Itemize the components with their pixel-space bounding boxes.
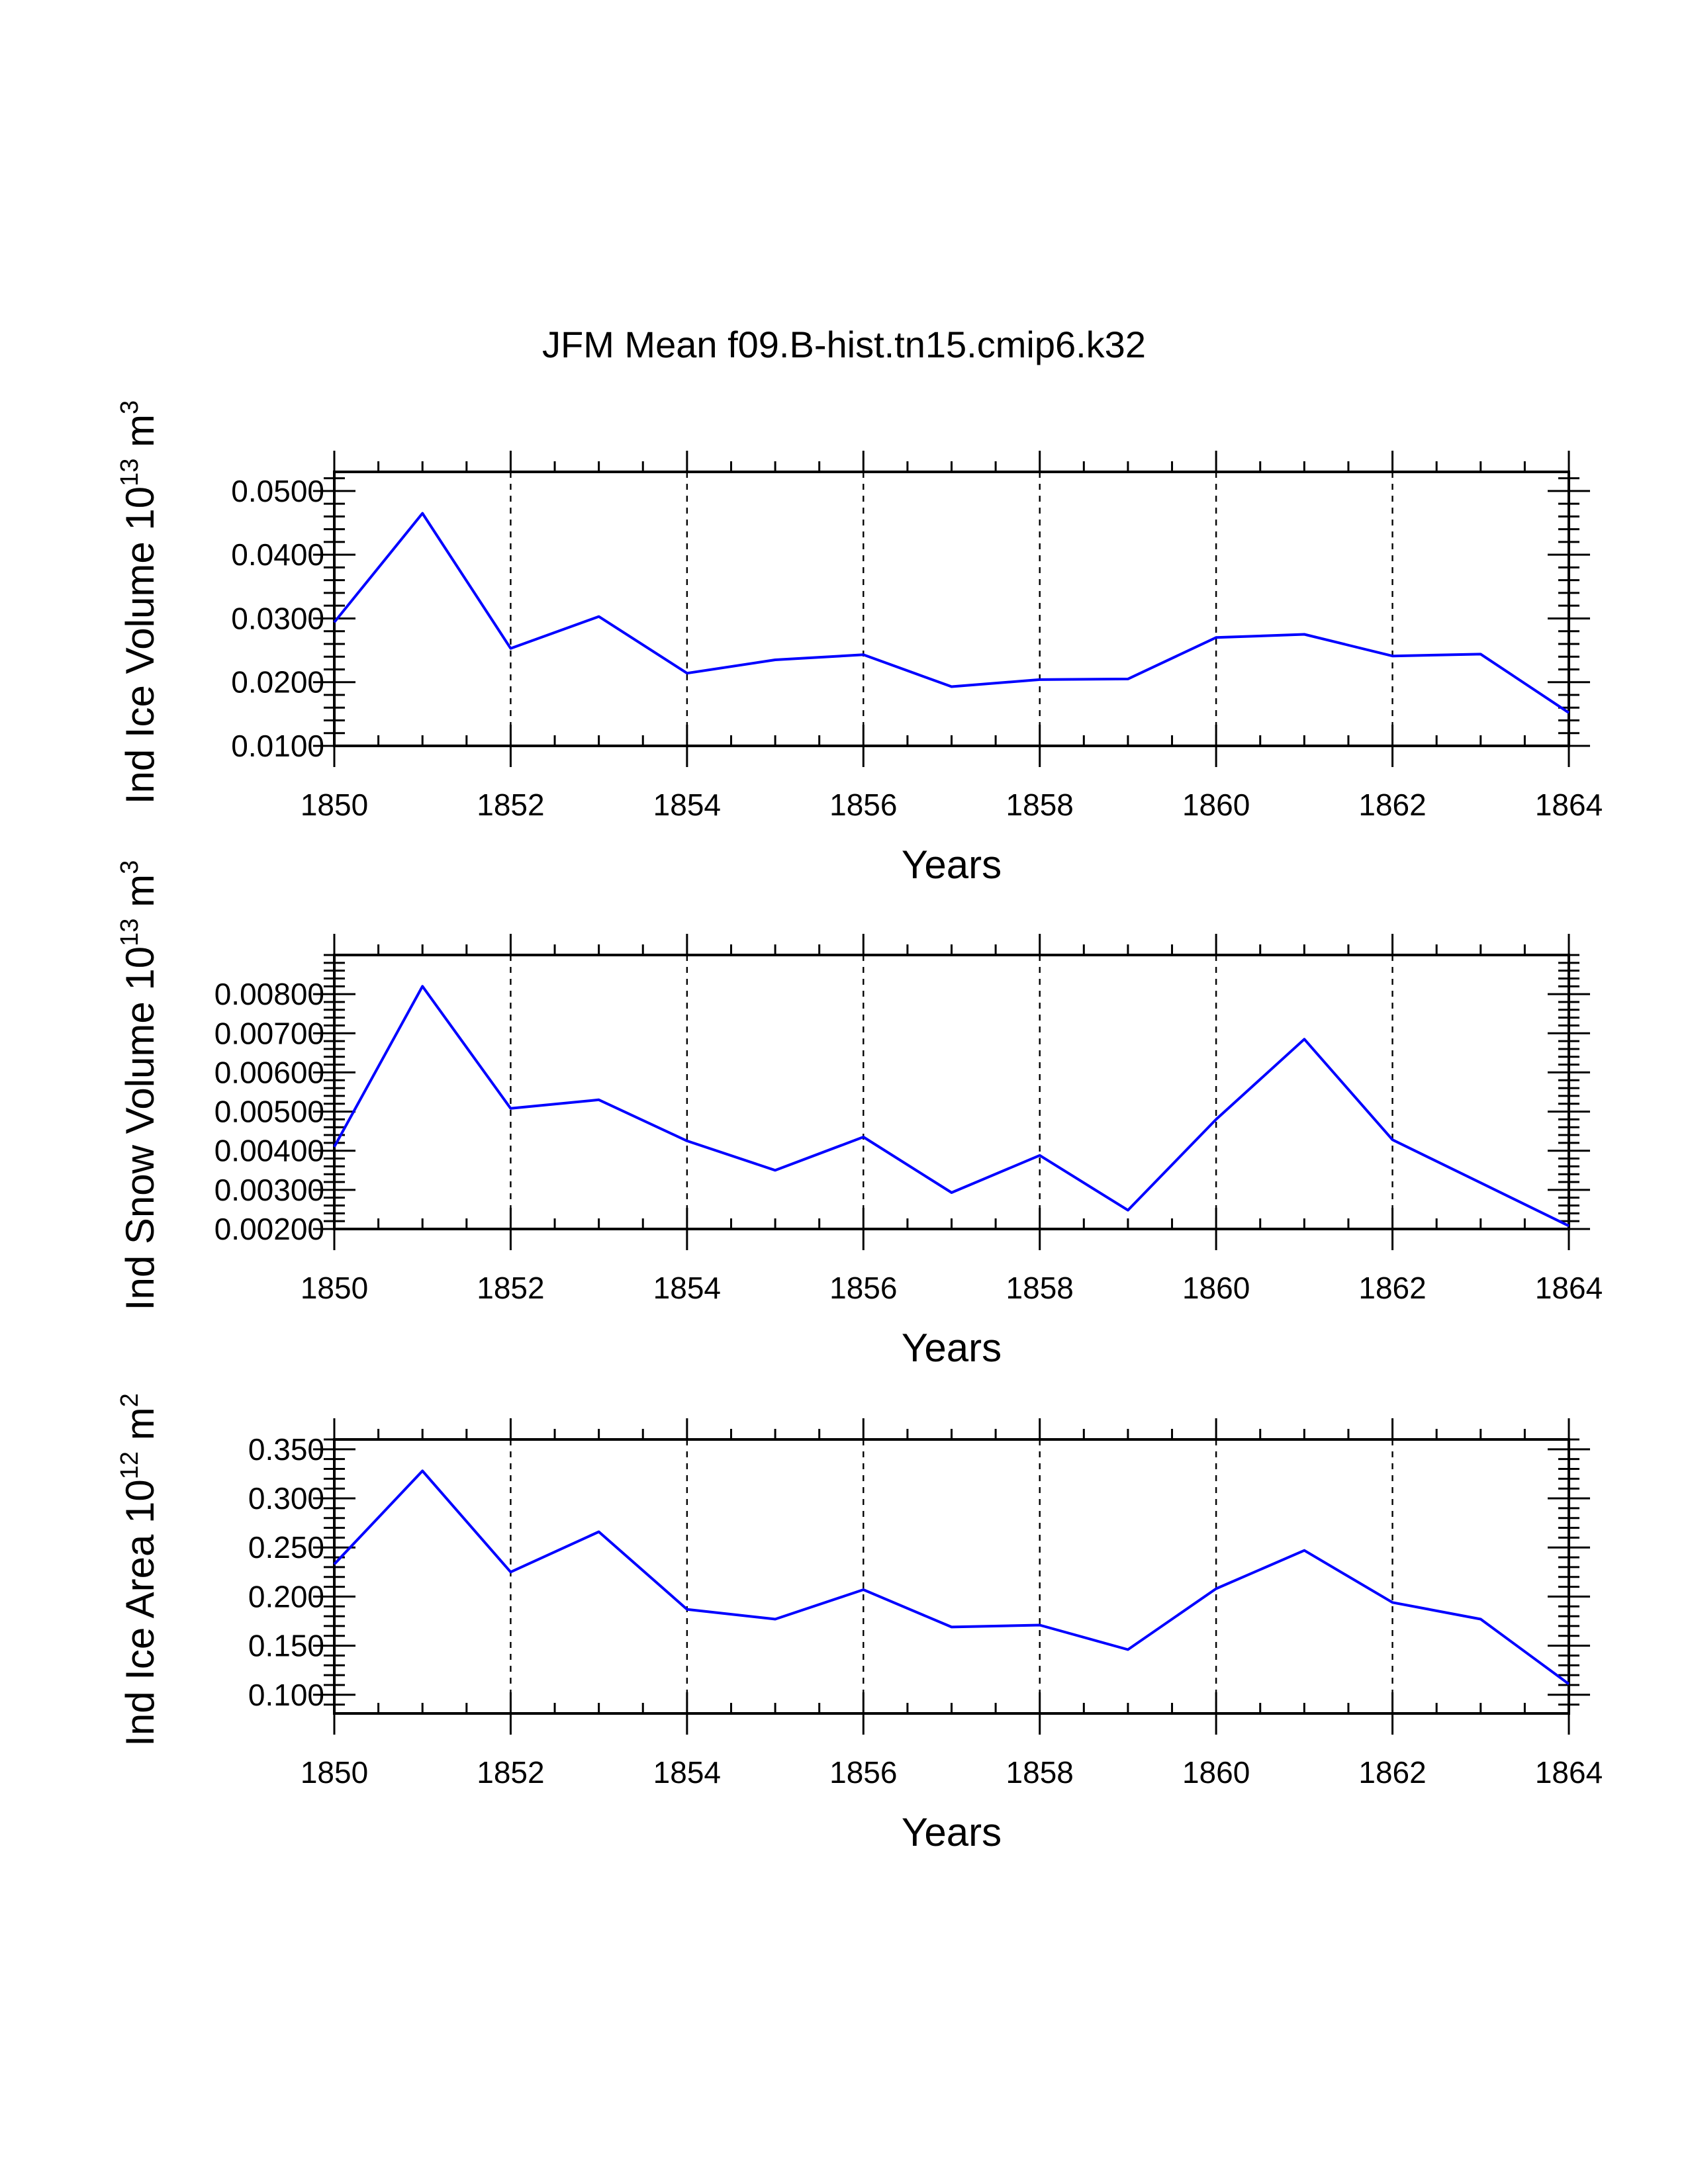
y-tick-label: 0.0400 (231, 537, 324, 572)
y-tick-label: 0.00500 (214, 1095, 324, 1129)
y-tick-label: 0.00800 (214, 977, 324, 1011)
y-axis-label: Ind Ice Area 1012 m2 (116, 1393, 162, 1747)
y-tick-label: 0.0100 (231, 729, 324, 763)
x-tick-label: 1860 (1182, 1271, 1250, 1305)
y-tick-label: 0.200 (248, 1579, 324, 1614)
y-tick-label: 0.0200 (231, 665, 324, 700)
x-tick-label: 1852 (477, 1271, 544, 1305)
y-axis-label: Ind Snow Volume 1013 m3 (116, 860, 162, 1310)
figure-title: JFM Mean f09.B-hist.tn15.cmip6.k32 (542, 324, 1146, 365)
y-tick-label: 0.00700 (214, 1016, 324, 1050)
x-tick-label: 1862 (1358, 1271, 1426, 1305)
x-tick-label: 1858 (1006, 788, 1074, 822)
x-tick-label: 1850 (301, 1755, 368, 1790)
panel-3: 1850 1852 1854 1856 1858 1860 1862 1864 0.100 0.1… (116, 1393, 1603, 1854)
x-axis-label: Years (902, 1326, 1002, 1370)
x-tick-label: 1864 (1535, 1271, 1603, 1305)
x-axis-label: Years (902, 842, 1002, 887)
x-tick-label: 1854 (653, 1755, 721, 1790)
y-tick-label: 0.100 (248, 1678, 324, 1712)
x-tick-label: 1852 (477, 1755, 544, 1790)
x-tick-label: 1854 (653, 1271, 721, 1305)
y-tick-label: 0.00600 (214, 1055, 324, 1089)
y-tick-label: 0.0300 (231, 601, 324, 635)
y-tick-label: 0.250 (248, 1530, 324, 1565)
x-tick-label: 1852 (477, 788, 544, 822)
plot-frame (333, 471, 1570, 747)
y-tick-label: 0.00300 (214, 1173, 324, 1207)
x-tick-label: 1858 (1006, 1755, 1074, 1790)
x-tick-label: 1856 (829, 1271, 897, 1305)
panel-1: 1850 1852 1854 1856 1858 1860 1862 1864 0.0100 0.… (116, 400, 1603, 887)
data-line (333, 1469, 1570, 1686)
x-tick-label: 1862 (1358, 788, 1426, 822)
y-tick-label: 0.00400 (214, 1134, 324, 1168)
x-tick-label: 1860 (1182, 1755, 1250, 1790)
y-tick-label: 0.00200 (214, 1212, 324, 1246)
x-tick-label: 1856 (829, 788, 897, 822)
data-line (333, 512, 1570, 714)
x-tick-label: 1850 (301, 788, 368, 822)
y-tick-label: 0.300 (248, 1481, 324, 1516)
panels: 1850 1852 1854 1856 1858 1860 1862 1864 0.0100 0.… (116, 400, 1603, 1854)
plot-frame (333, 954, 1570, 1230)
x-tick-label: 1854 (653, 788, 721, 822)
x-tick-label: 1850 (301, 1271, 368, 1305)
plot-frame (333, 1438, 1570, 1715)
data-line (333, 985, 1570, 1228)
x-tick-label: 1860 (1182, 788, 1250, 822)
x-tick-label: 1864 (1535, 1755, 1603, 1790)
x-tick-label: 1862 (1358, 1755, 1426, 1790)
y-tick-label: 0.0500 (231, 474, 324, 508)
x-tick-label: 1864 (1535, 788, 1603, 822)
x-tick-label: 1856 (829, 1755, 897, 1790)
y-tick-label: 0.350 (248, 1432, 324, 1467)
x-tick-label: 1858 (1006, 1271, 1074, 1305)
panel-2: 1850 1852 1854 1856 1858 1860 1862 1864 0.00200 0… (116, 860, 1603, 1370)
y-tick-label: 0.150 (248, 1629, 324, 1663)
x-axis-label: Years (902, 1810, 1002, 1854)
y-axis-label: Ind Ice Volume 1013 m3 (116, 400, 162, 804)
